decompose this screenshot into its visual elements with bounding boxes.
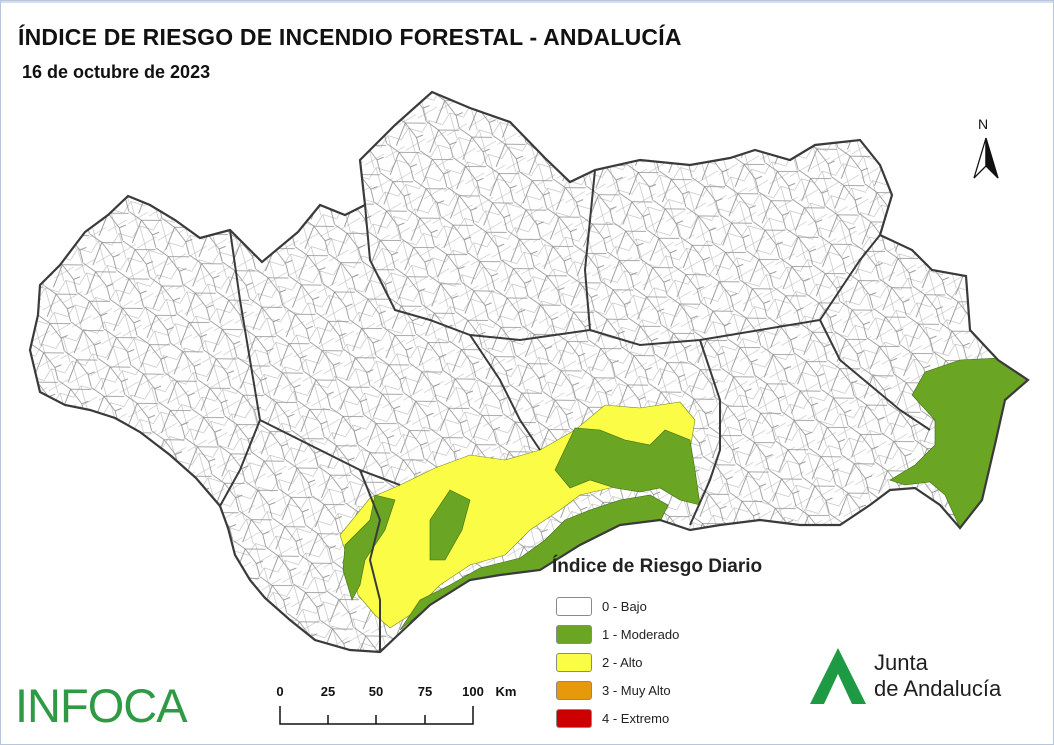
scale-tick-label: 75	[417, 684, 433, 699]
map-title: ÍNDICE DE RIESGO DE INCENDIO FORESTAL - …	[18, 24, 682, 50]
legend-swatch	[556, 652, 592, 672]
province-borders	[219, 169, 931, 652]
junta-emblem-icon	[810, 648, 866, 704]
legend-label: 4 - Extremo	[602, 710, 670, 726]
risk-zones	[339, 357, 1028, 631]
junta-wordmark: Junta de Andalucía	[874, 650, 1001, 702]
junta-line-1: Junta	[874, 650, 928, 675]
scale-unit: Km	[495, 684, 517, 699]
scale-bar: 0 25 50 75 100 Km	[270, 684, 530, 730]
window-top-bar	[0, 0, 1054, 3]
legend-item-extremo: 4 - Extremo	[552, 704, 812, 732]
map-date: 16 de octubre de 2023	[22, 62, 211, 82]
scale-tick-label: 0	[276, 684, 284, 699]
north-arrow-icon	[973, 137, 999, 179]
legend-label: 0 - Bajo	[602, 598, 647, 614]
legend-swatch	[556, 708, 592, 728]
legend-title: Índice de Riesgo Diario	[552, 556, 763, 577]
legend-label: 1 - Moderado	[602, 626, 680, 642]
scale-tick-label: 25	[320, 684, 336, 699]
scale-bar-line	[279, 706, 474, 725]
legend-swatch	[556, 680, 592, 700]
infoca-logo: INFOCA	[15, 679, 188, 732]
legend-swatch	[556, 596, 592, 616]
andalucia-outline	[28, 90, 1030, 654]
north-label: N	[978, 116, 989, 132]
scale-tick-label: 50	[368, 684, 384, 699]
legend-label: 2 - Alto	[602, 654, 643, 670]
legend: Índice de Riesgo Diario 0 - Bajo 1 - Mod…	[552, 556, 812, 732]
municipality-texture	[30, 92, 1028, 652]
junta-line-2: de Andalucía	[874, 676, 1002, 701]
risk-zone-moderado-west	[342, 494, 396, 601]
junta-andalucia-logo: Junta de Andalucía	[806, 644, 1036, 708]
legend-item-moderado: 1 - Moderado	[552, 620, 812, 648]
risk-zone-moderado-east-malaga	[554, 427, 701, 506]
scale-tick-label: 100	[462, 684, 484, 699]
legend-label: 3 - Muy Alto	[602, 682, 671, 698]
legend-item-bajo: 0 - Bajo	[552, 592, 812, 620]
legend-item-muy-alto: 3 - Muy Alto	[552, 676, 812, 704]
legend-swatch	[556, 624, 592, 644]
legend-item-alto: 2 - Alto	[552, 648, 812, 676]
risk-zone-moderado-interior	[429, 489, 471, 561]
